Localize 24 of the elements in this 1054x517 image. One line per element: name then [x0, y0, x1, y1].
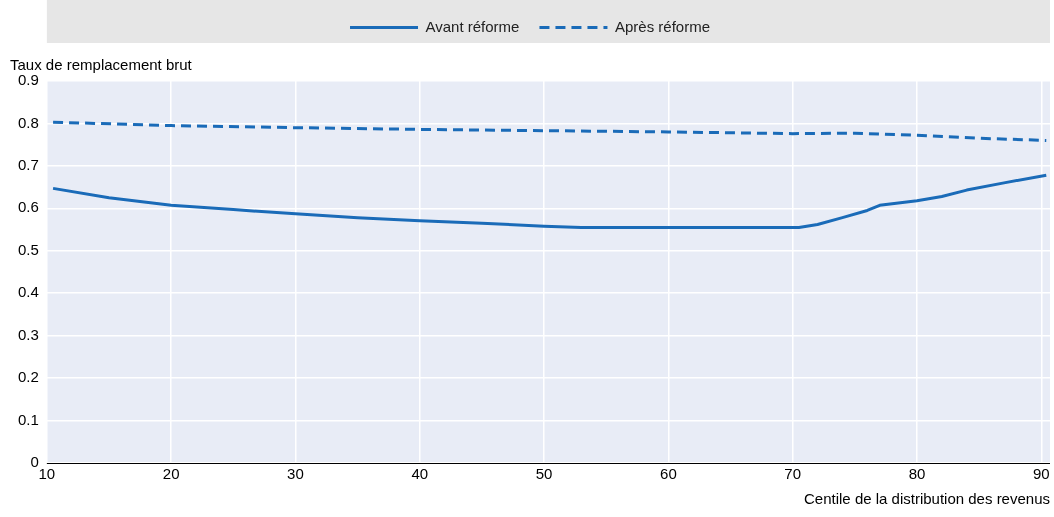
x-tick-label: 30: [287, 465, 304, 483]
x-tick-label: 80: [908, 465, 926, 483]
x-tick-label: 20: [162, 465, 180, 483]
y-tick-label: 0.8: [17, 113, 39, 131]
x-tick-label: 50: [535, 465, 553, 483]
x-tick-label: 70: [784, 465, 802, 483]
y-tick-label: 0.5: [17, 240, 39, 258]
x-axis-title: Centile de la distribution des revenus: [804, 490, 1050, 508]
y-axis-title: Taux de remplacement brut: [10, 55, 193, 73]
y-tick-label: 0: [30, 453, 39, 471]
x-tick-label: 90: [1032, 465, 1050, 483]
y-tick-label: 0.4: [17, 283, 39, 301]
legend-label: Après réforme: [614, 17, 710, 35]
legend-label: Avant réforme: [425, 17, 520, 35]
y-tick-label: 0.2: [17, 368, 39, 386]
x-tick-label: 60: [660, 465, 677, 483]
y-tick-label: 0.7: [17, 156, 39, 174]
y-tick-label: 0.9: [17, 71, 39, 89]
x-tick-label: 10: [38, 465, 56, 483]
y-tick-label: 0.1: [17, 410, 39, 428]
y-tick-label: 0.3: [17, 325, 39, 343]
line-series: [51, 120, 1048, 142]
y-tick-label: 0.6: [17, 198, 39, 216]
x-tick-label: 40: [411, 465, 429, 483]
